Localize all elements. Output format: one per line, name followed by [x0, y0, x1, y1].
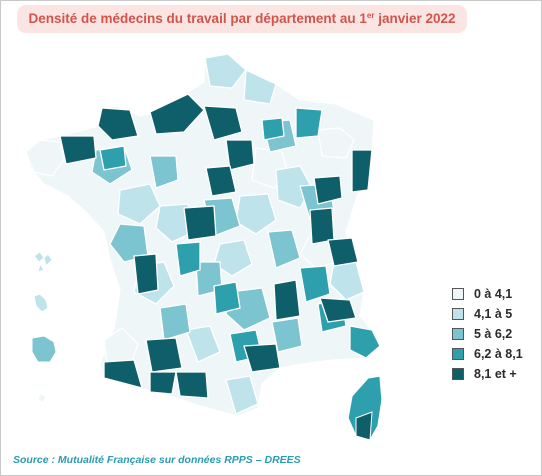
dept-group-28 — [99, 145, 127, 171]
legend-label: 0 à 4,1 — [474, 287, 513, 301]
dept-group-43 — [183, 205, 217, 241]
dept-group-8 — [117, 183, 161, 225]
legend-label: 6,2 à 8,1 — [474, 347, 523, 361]
dept-group-36 — [261, 117, 285, 141]
dept-group-31 — [213, 281, 241, 315]
legend-label: 5 à 6,2 — [474, 327, 513, 341]
legend-swatch — [452, 308, 464, 320]
dept-group-6 — [204, 53, 247, 89]
legend-label: 4,1 à 5 — [474, 307, 513, 321]
dept-group-47 — [327, 237, 359, 267]
map-title: Densité de médecins du travail par dépar… — [28, 11, 456, 26]
dept-group-53 — [243, 343, 281, 373]
dept-group-27 — [271, 317, 303, 353]
dept-group-48 — [133, 253, 159, 295]
legend-swatch — [452, 348, 464, 360]
dept-group-54 — [175, 371, 209, 399]
legend-swatch — [452, 328, 464, 340]
legend-swatch — [452, 288, 464, 300]
dept-group-22 — [267, 229, 301, 269]
dept-group-1 — [25, 139, 65, 177]
dept-group-18 — [149, 155, 179, 189]
dept-group-5 — [317, 127, 355, 159]
dept-group-41 — [59, 135, 97, 165]
dept-group-38 — [149, 93, 205, 135]
guyane — [31, 335, 57, 363]
dept-group-46 — [309, 207, 335, 245]
guadeloupe — [33, 251, 53, 273]
dept-group-42 — [205, 165, 237, 197]
dept-group-39 — [203, 105, 243, 141]
dept-group-30 — [175, 241, 201, 277]
dept-group-49 — [273, 279, 301, 321]
dept-group-29 — [295, 107, 323, 139]
dept-group-26 — [159, 303, 191, 341]
mainland-france — [25, 53, 381, 417]
dept-group-13 — [213, 239, 253, 277]
dept-group-44 — [313, 175, 343, 205]
title-banner: Densité de médecins du travail par dépar… — [17, 5, 467, 33]
dept-group-50 — [319, 297, 357, 323]
dept-group-35 — [349, 325, 381, 359]
dept-group-15 — [225, 375, 259, 415]
dept-group-32 — [299, 265, 331, 303]
dept-group-40 — [225, 139, 255, 171]
dept-group-16 — [185, 325, 221, 363]
dept-group-55 — [149, 371, 177, 395]
drom-islands — [31, 251, 57, 403]
dept-group-45 — [351, 149, 373, 193]
legend-label: 8,1 et + — [474, 367, 517, 381]
legend-swatch — [452, 368, 464, 380]
mayotte — [37, 393, 47, 403]
dept-group-51 — [145, 337, 183, 373]
dept-group-37 — [97, 107, 139, 141]
martinique — [33, 293, 49, 313]
dept-group-52 — [103, 359, 143, 389]
source-note: Source : Mutualité Française sur données… — [13, 454, 301, 466]
dept-group-7 — [243, 69, 277, 105]
corse-south — [355, 411, 373, 441]
